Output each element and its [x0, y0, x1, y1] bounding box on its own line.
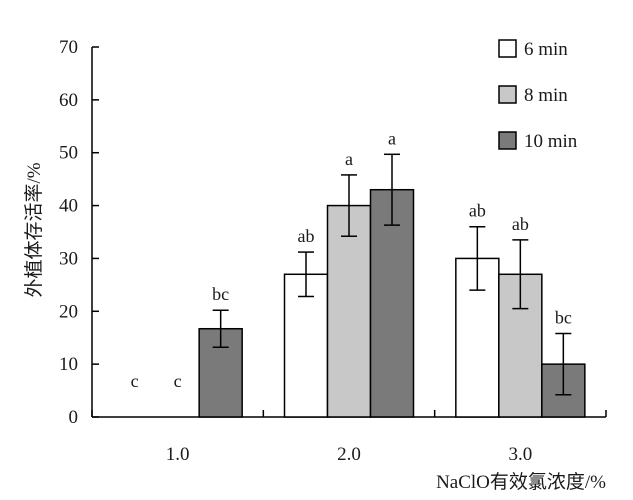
significance-label: c [174, 371, 182, 391]
significance-label: bc [555, 307, 572, 327]
y-tick-label: 50 [59, 143, 78, 164]
legend-label: 10 min [524, 131, 578, 152]
y-tick-label: 20 [59, 301, 78, 322]
bar [326, 204, 372, 418]
y-tick-label: 0 [69, 407, 79, 428]
y-tick-label: 60 [59, 90, 78, 111]
significance-label: a [388, 128, 396, 148]
chart-axes: 0 10 20 30 40 50 60 70 1.0 2.0 3.0 [59, 37, 607, 465]
legend-label: 6 min [524, 39, 568, 60]
significance-label: ab [512, 214, 529, 234]
significance-label: ab [469, 201, 486, 221]
y-tick-label: 40 [59, 196, 78, 217]
bar [369, 188, 415, 418]
significance-label: bc [212, 284, 229, 304]
significance-label: a [345, 149, 353, 169]
significance-label: c [131, 371, 139, 391]
significance-label: ab [298, 226, 315, 246]
x-axis-title: NaClO有效氯浓度/% [436, 471, 606, 493]
y-tick-label: 30 [59, 248, 78, 269]
legend-label: 8 min [524, 85, 568, 106]
x-tick-label: 2.0 [337, 444, 361, 465]
x-tick-label: 1.0 [166, 444, 190, 465]
y-axis-title: 外植体存活率/% [23, 162, 45, 297]
chart-legend: 6 min 8 min 10 min [498, 39, 578, 152]
y-tick-label: 70 [59, 37, 78, 58]
y-tick-label: 10 [59, 354, 78, 375]
legend-swatch [498, 85, 517, 104]
x-tick-label: 3.0 [508, 444, 532, 465]
legend-swatch [498, 39, 517, 58]
legend-swatch [498, 131, 517, 150]
bar [283, 273, 329, 418]
